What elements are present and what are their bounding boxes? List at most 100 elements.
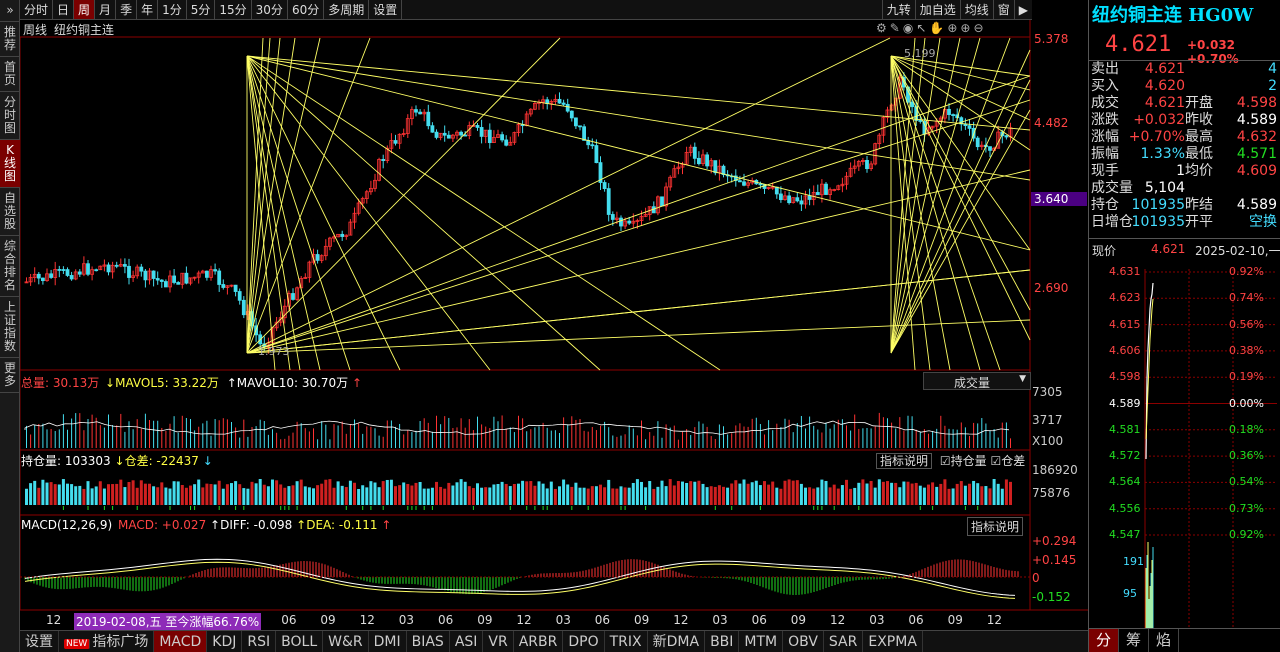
diff-checkbox-label: 仓差: [1001, 454, 1026, 468]
chart-tool-button[interactable]: 均线: [959, 0, 993, 19]
macd-help-button[interactable]: 指标说明: [967, 517, 1024, 536]
left-nav-item[interactable]: 综合排名: [0, 236, 20, 297]
indicator-tab[interactable]: BOLL: [276, 631, 324, 652]
period-tab[interactable]: 季: [116, 0, 138, 19]
period-tab[interactable]: 1分: [158, 0, 187, 19]
tline-pct-label: 0.19%: [1229, 370, 1264, 384]
current-price-marker: 3.640: [1031, 192, 1087, 206]
indicator-tab[interactable]: RSI: [242, 631, 277, 652]
macd-axis-label: +0.145: [1032, 553, 1077, 567]
quote-value: 4.620: [1144, 78, 1185, 94]
panel-tab[interactable]: 分: [1089, 629, 1119, 652]
left-nav-item[interactable]: 推荐: [0, 22, 20, 57]
left-nav-item[interactable]: 首页: [0, 57, 20, 92]
indicator-select[interactable]: 成交量 ▼: [923, 372, 1031, 390]
oi-diff: 仓差: -22437: [124, 454, 199, 468]
expand-icon[interactable]: ▶: [1013, 0, 1032, 19]
indicator-tab[interactable]: MTM: [739, 631, 784, 652]
oi-bar: [972, 480, 976, 505]
low-price-label: 1.973: [258, 345, 290, 358]
cursor-icon[interactable]: ↖: [916, 21, 930, 35]
period-tab[interactable]: 周: [74, 0, 96, 19]
gann-line: [890, 55, 1001, 371]
chart-tool-button[interactable]: 九转: [881, 0, 915, 19]
oi-bar: [131, 480, 135, 505]
oi-axis-label: 75876: [1032, 486, 1071, 500]
mavol5: MAVOL5: 33.22万: [115, 376, 219, 390]
time-axis-label: 12: [986, 613, 1003, 627]
eye-icon[interactable]: ◉: [902, 21, 917, 35]
hand-icon[interactable]: ✋: [929, 21, 948, 35]
candle-body: [873, 143, 878, 165]
candle-body: [594, 145, 599, 164]
crosshair-icon[interactable]: ⊕: [947, 21, 961, 35]
indicator-tab[interactable]: EXPMA: [863, 631, 923, 652]
indicator-tab[interactable]: ASI: [450, 631, 484, 652]
period-tab[interactable]: 30分: [252, 0, 288, 19]
oi-bar: [385, 479, 389, 505]
panel-tab[interactable]: 筹: [1119, 629, 1149, 652]
candle-body: [951, 114, 955, 116]
oi-checkbox-icon[interactable]: ☑: [939, 454, 951, 468]
indicator-tab[interactable]: KDJ: [207, 631, 243, 652]
chart-instrument-name: 纽约铜主连: [54, 23, 115, 37]
period-tab[interactable]: 15分: [215, 0, 252, 19]
indicator-select-value: 成交量: [954, 376, 991, 390]
settings-icon[interactable]: ⚙: [876, 21, 890, 35]
oi-bar: [135, 487, 139, 505]
time-axis-label: 03: [712, 613, 728, 627]
left-nav-item[interactable]: 上证指数: [0, 297, 20, 358]
period-tab[interactable]: 多周期: [324, 0, 370, 19]
left-nav-item[interactable]: 分时图: [0, 92, 20, 140]
pen-icon[interactable]: ✎: [889, 21, 903, 35]
period-tab[interactable]: 日: [53, 0, 75, 19]
tline-pct-label: 0.56%: [1229, 317, 1264, 331]
indicator-tab[interactable]: TRIX: [605, 631, 648, 652]
quote-label: 最高: [1185, 129, 1213, 145]
panel-tab[interactable]: 焰: [1149, 629, 1179, 652]
diff-checkbox-icon[interactable]: ☑: [990, 454, 1002, 468]
period-tab[interactable]: 60分: [288, 0, 325, 19]
period-tab[interactable]: 分时: [20, 0, 54, 19]
oi-bar: [193, 484, 197, 505]
indicator-tab[interactable]: BBI: [705, 631, 740, 652]
candle-body: [209, 269, 213, 278]
left-nav-arrow[interactable]: »: [0, 0, 20, 22]
indicator-tab[interactable]: 设置: [20, 631, 59, 652]
zoom-out-icon[interactable]: ⊖: [973, 21, 987, 35]
indicator-tab[interactable]: MACD: [154, 631, 208, 652]
tline-price-line: [1145, 282, 1154, 460]
indicator-tab[interactable]: DMI: [369, 631, 407, 652]
tline-price-label: 4.623: [1109, 291, 1141, 305]
indicator-tab[interactable]: VR: [483, 631, 514, 652]
chart-tool-button[interactable]: 加自选: [914, 0, 960, 19]
gann-line: [890, 55, 931, 371]
indicator-tab[interactable]: NEW 指标广场: [59, 631, 155, 652]
oi-help-button[interactable]: 指标说明: [876, 453, 933, 469]
period-tab[interactable]: 5分: [187, 0, 216, 19]
candle-body: [569, 110, 574, 119]
indicator-tab[interactable]: 新DMA: [648, 631, 706, 652]
indicator-tab[interactable]: SAR: [824, 631, 864, 652]
quote-label: 最低: [1185, 146, 1213, 162]
zoom-in-icon[interactable]: ⊕: [960, 21, 974, 35]
oi-bar: [775, 487, 779, 505]
candle-body: [528, 108, 533, 115]
period-tab[interactable]: 年: [137, 0, 159, 19]
indicator-tab[interactable]: W&R: [323, 631, 369, 652]
period-tab[interactable]: 月: [95, 0, 117, 19]
chart-tool-button[interactable]: 窗: [992, 0, 1014, 19]
oi-bar: [549, 481, 553, 505]
candle-body: [446, 134, 451, 139]
indicator-tab[interactable]: OBV: [783, 631, 824, 652]
indicator-tab[interactable]: DPO: [563, 631, 605, 652]
oi-bar: [168, 488, 172, 505]
period-tab[interactable]: 设置: [369, 0, 403, 19]
macd-dea: DEA: -0.111: [306, 518, 378, 532]
indicator-tab[interactable]: ARBR: [514, 631, 564, 652]
indicator-tab[interactable]: BIAS: [407, 631, 450, 652]
left-nav-item[interactable]: 更多: [0, 358, 20, 393]
oi-bar: [98, 481, 102, 505]
left-nav-item[interactable]: 自选股: [0, 188, 20, 236]
